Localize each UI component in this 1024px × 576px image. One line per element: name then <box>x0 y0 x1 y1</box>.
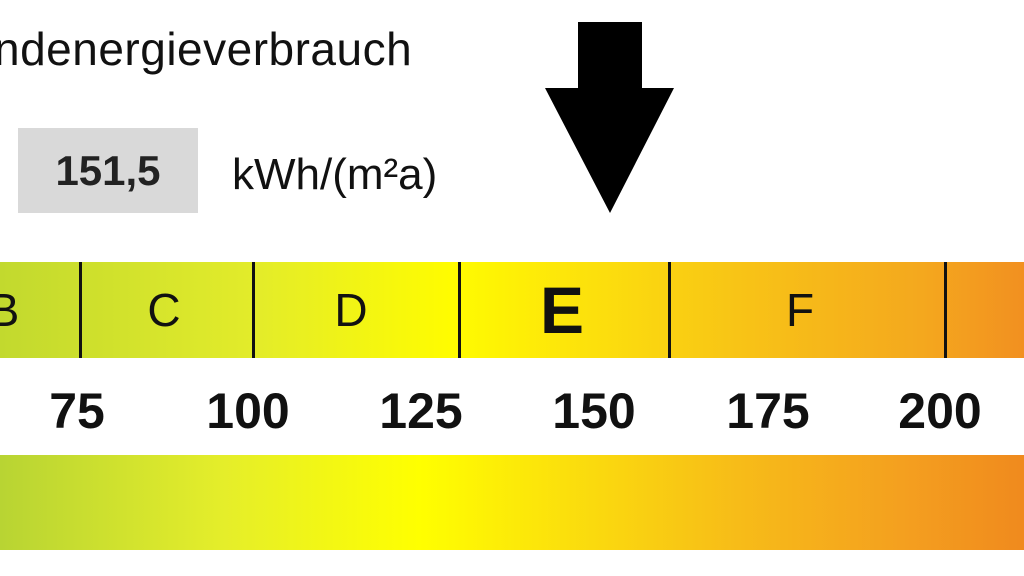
down-arrow-icon <box>545 22 674 213</box>
class-label-c: C <box>147 284 181 336</box>
consumption-value: 151,5 <box>55 146 161 194</box>
energy-consumption-title: ndenergieverbrauch <box>0 23 413 75</box>
class-divider <box>944 262 947 358</box>
class-divider <box>79 262 82 358</box>
tick-label: 150 <box>552 383 636 439</box>
class-label-d: D <box>334 284 368 336</box>
tick-label: 200 <box>898 383 982 439</box>
class-divider <box>252 262 255 358</box>
class-label-f: F <box>785 284 815 336</box>
class-label-e: E <box>539 273 585 347</box>
tick-label: 175 <box>726 383 810 439</box>
tick-label: 75 <box>49 383 105 439</box>
efficiency-class-scale: B C D E F <box>0 262 1024 358</box>
consumption-unit: kWh/(m²a) <box>232 150 438 199</box>
tick-label: 125 <box>379 383 463 439</box>
class-divider <box>458 262 461 358</box>
class-divider <box>668 262 671 358</box>
class-label-b: B <box>0 284 20 336</box>
consumption-value-box: 151,5 <box>18 128 198 213</box>
color-gradient-bar <box>0 455 1024 550</box>
tick-label: 100 <box>206 383 290 439</box>
